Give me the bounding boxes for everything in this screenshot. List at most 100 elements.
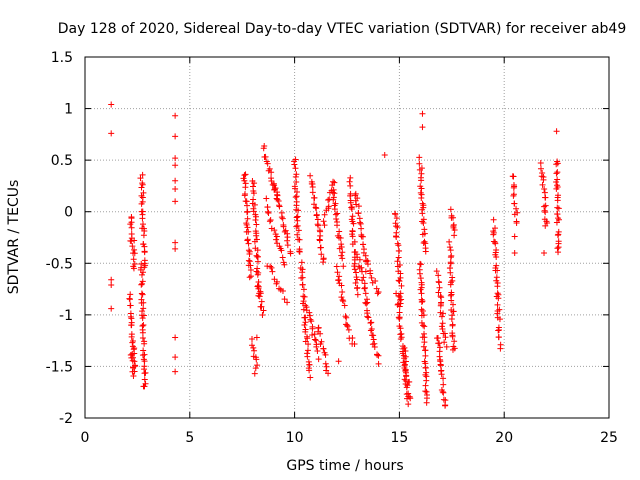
- data-point: [309, 183, 316, 190]
- data-point: [280, 223, 287, 230]
- data-point: [354, 276, 361, 283]
- data-point: [320, 218, 327, 225]
- data-point: [348, 204, 355, 211]
- data-point: [253, 221, 260, 228]
- data-point: [375, 289, 382, 296]
- data-point: [438, 323, 445, 330]
- data-point: [421, 339, 428, 346]
- x-tick-label: 25: [600, 430, 618, 446]
- data-point: [419, 210, 426, 217]
- data-point: [542, 202, 549, 209]
- data-point: [108, 276, 115, 283]
- data-point: [541, 203, 548, 210]
- data-point: [405, 390, 412, 397]
- data-point: [273, 236, 280, 243]
- data-point: [172, 354, 179, 361]
- data-point: [440, 389, 447, 396]
- data-point: [129, 350, 136, 357]
- data-point: [305, 341, 312, 348]
- data-point: [260, 307, 267, 314]
- data-point: [172, 177, 179, 184]
- y-tick-label: -1: [59, 308, 73, 324]
- data-point: [331, 190, 338, 197]
- data-point: [337, 234, 344, 241]
- data-point: [392, 211, 399, 218]
- data-point: [242, 198, 249, 205]
- data-point: [433, 268, 440, 275]
- data-point: [437, 362, 444, 369]
- data-point: [307, 172, 314, 179]
- data-point: [172, 112, 179, 119]
- data-point: [441, 339, 448, 346]
- data-point: [279, 288, 286, 295]
- data-point: [398, 282, 405, 289]
- data-point: [438, 371, 445, 378]
- data-point: [449, 346, 456, 353]
- data-point: [554, 204, 561, 211]
- data-point: [437, 368, 444, 375]
- data-point: [422, 364, 429, 371]
- data-point: [346, 178, 353, 185]
- data-point: [335, 276, 342, 283]
- data-point: [435, 289, 442, 296]
- data-point: [397, 325, 404, 332]
- data-point: [251, 180, 258, 187]
- data-point: [252, 354, 259, 361]
- data-point: [490, 216, 497, 223]
- data-point: [245, 228, 252, 235]
- data-point: [447, 269, 454, 276]
- data-point: [242, 184, 249, 191]
- data-point: [326, 196, 333, 203]
- data-point: [313, 205, 320, 212]
- axis-ticks: [84, 56, 610, 419]
- data-point: [513, 205, 520, 212]
- data-point: [492, 240, 499, 247]
- data-point: [416, 160, 423, 167]
- data-point: [296, 248, 303, 255]
- data-point: [108, 305, 115, 312]
- data-point: [492, 225, 499, 232]
- data-point: [306, 361, 313, 368]
- data-point: [329, 182, 336, 189]
- data-point: [254, 362, 261, 369]
- data-point: [451, 227, 458, 234]
- data-point: [447, 247, 454, 254]
- data-point: [421, 226, 428, 233]
- data-point: [401, 344, 408, 351]
- data-point: [318, 251, 325, 258]
- data-point: [352, 190, 359, 197]
- data-point: [308, 318, 315, 325]
- data-point: [140, 269, 147, 276]
- data-point: [248, 273, 255, 280]
- data-point: [422, 382, 429, 389]
- data-point: [395, 277, 402, 284]
- y-tick-label: -0.5: [46, 256, 73, 272]
- data-point: [253, 334, 260, 341]
- data-point: [352, 280, 359, 287]
- data-point: [405, 401, 412, 408]
- data-point: [422, 248, 429, 255]
- data-point: [368, 274, 375, 281]
- data-point: [344, 323, 351, 330]
- data-point: [302, 328, 309, 335]
- data-point: [418, 312, 425, 319]
- data-point: [295, 207, 302, 214]
- data-point: [325, 370, 332, 377]
- data-point: [356, 219, 363, 226]
- data-point: [394, 240, 401, 247]
- data-point: [422, 347, 429, 354]
- data-point: [401, 361, 408, 368]
- data-point: [317, 330, 324, 337]
- data-point: [299, 269, 306, 276]
- data-point: [450, 301, 457, 308]
- data-point: [330, 196, 337, 203]
- data-point: [139, 181, 146, 188]
- data-point: [423, 377, 430, 384]
- data-point: [339, 255, 346, 262]
- x-tick-label: 5: [185, 430, 194, 446]
- data-point: [438, 313, 445, 320]
- data-point: [322, 351, 329, 358]
- data-point: [128, 214, 135, 221]
- data-point: [306, 367, 313, 374]
- data-point: [395, 254, 402, 261]
